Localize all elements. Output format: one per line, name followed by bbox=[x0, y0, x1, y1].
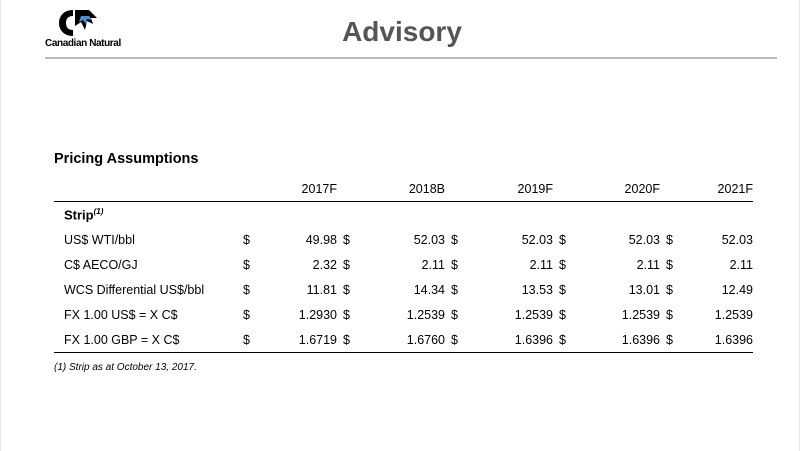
row-label: C$ AECO/GJ bbox=[64, 257, 138, 272]
value-cell: 2.11 bbox=[529, 257, 553, 272]
value-cell: 52.03 bbox=[521, 232, 553, 247]
table-row: WCS Differential US$/bbl $11.81 $14.34 $13.… bbox=[54, 277, 753, 302]
value-cell: 1.6760 bbox=[359, 327, 445, 353]
value-cell: 13.53 bbox=[521, 282, 553, 297]
currency-symbol: $ bbox=[343, 282, 350, 297]
page-title-text: Advisory bbox=[342, 16, 462, 47]
value-cell: 2.11 bbox=[421, 257, 445, 272]
row-label: FX 1.00 GBP = X C$ bbox=[54, 327, 237, 353]
maple-leaf-logo-icon bbox=[59, 10, 97, 36]
value-cell: 11.81 bbox=[306, 282, 337, 297]
currency-symbol: $ bbox=[559, 307, 566, 322]
group-label: Strip(1) bbox=[54, 202, 753, 228]
currency-symbol: $ bbox=[660, 327, 682, 353]
value-cell: 1.6719 bbox=[259, 327, 337, 353]
currency-symbol: $ bbox=[553, 327, 575, 353]
value-cell: 52.03 bbox=[721, 232, 753, 247]
currency-symbol: $ bbox=[451, 232, 458, 247]
currency-symbol: $ bbox=[445, 327, 467, 353]
currency-symbol: $ bbox=[243, 307, 250, 322]
value-cell: 52.03 bbox=[413, 232, 445, 247]
row-label: WCS Differential US$/bbl bbox=[64, 282, 205, 297]
currency-symbol: $ bbox=[343, 257, 350, 272]
column-header: 2021F bbox=[660, 176, 753, 202]
value-cell: 1.6396 bbox=[575, 327, 660, 353]
currency-symbol: $ bbox=[451, 257, 458, 272]
row-label: US$ WTI/bbl bbox=[64, 232, 135, 247]
currency-symbol: $ bbox=[559, 257, 566, 272]
value-cell: 2.11 bbox=[636, 257, 660, 272]
group-label-text: Strip bbox=[64, 207, 94, 223]
header-spacer bbox=[54, 176, 237, 202]
currency-symbol: $ bbox=[666, 307, 673, 322]
value-cell: 1.2539 bbox=[514, 307, 553, 322]
currency-symbol: $ bbox=[237, 327, 259, 353]
value-cell: 1.6396 bbox=[682, 327, 753, 353]
section-title: Pricing Assumptions bbox=[54, 151, 199, 167]
header-divider bbox=[45, 57, 777, 59]
column-header: 2020F bbox=[553, 176, 660, 202]
value-cell: 1.2539 bbox=[621, 307, 660, 322]
value-cell: 52.03 bbox=[628, 232, 660, 247]
currency-symbol: $ bbox=[451, 282, 458, 297]
table-row: C$ AECO/GJ $2.32 $2.11 $2.11 $2.11 $2.11 bbox=[54, 252, 753, 277]
column-header: 2017F bbox=[237, 176, 337, 202]
column-header: 2018B bbox=[337, 176, 445, 202]
currency-symbol: $ bbox=[243, 257, 250, 272]
currency-symbol: $ bbox=[243, 232, 250, 247]
company-logo: Canadian Natural bbox=[45, 8, 135, 50]
value-cell: 2.11 bbox=[729, 257, 753, 272]
currency-symbol: $ bbox=[343, 307, 350, 322]
value-cell: 1.2539 bbox=[714, 307, 753, 322]
page-title: Advisory bbox=[1, 16, 802, 48]
column-header: 2019F bbox=[445, 176, 553, 202]
value-cell: 49.98 bbox=[305, 232, 337, 247]
footnote-ref: (1) bbox=[93, 206, 104, 216]
group-header-row: Strip(1) bbox=[54, 202, 753, 228]
currency-symbol: $ bbox=[666, 282, 673, 297]
currency-symbol: $ bbox=[666, 232, 673, 247]
value-cell: 14.34 bbox=[413, 282, 445, 297]
footnote: (1) Strip as at October 13, 2017. bbox=[54, 362, 197, 373]
value-cell: 1.6396 bbox=[467, 327, 553, 353]
row-label: FX 1.00 US$ = X C$ bbox=[64, 307, 178, 322]
currency-symbol: $ bbox=[666, 257, 673, 272]
value-cell: 1.2539 bbox=[406, 307, 445, 322]
currency-symbol: $ bbox=[559, 282, 566, 297]
value-cell: 13.01 bbox=[628, 282, 660, 297]
currency-symbol: $ bbox=[451, 307, 458, 322]
value-cell: 2.32 bbox=[312, 257, 337, 272]
value-cell: 1.2930 bbox=[298, 307, 337, 322]
currency-symbol: $ bbox=[337, 327, 359, 353]
table-row: FX 1.00 GBP = X C$ $1.6719 $1.6760 $1.6396 $… bbox=[54, 327, 753, 353]
table-header-row: 2017F 2018B 2019F 2020F 2021F bbox=[54, 176, 753, 202]
value-cell: 12.49 bbox=[721, 282, 753, 297]
table-row: FX 1.00 US$ = X C$ $1.2930 $1.2539 $1.2539 $… bbox=[54, 302, 753, 327]
currency-symbol: $ bbox=[559, 232, 566, 247]
pricing-table: 2017F 2018B 2019F 2020F 2021F Strip(1) U… bbox=[54, 176, 753, 353]
currency-symbol: $ bbox=[343, 232, 350, 247]
table-row: US$ WTI/bbl $49.98 $52.03 $52.03 $52.03 $52.0… bbox=[54, 227, 753, 252]
logo-text: Canadian Natural bbox=[45, 38, 121, 49]
currency-symbol: $ bbox=[243, 282, 250, 297]
